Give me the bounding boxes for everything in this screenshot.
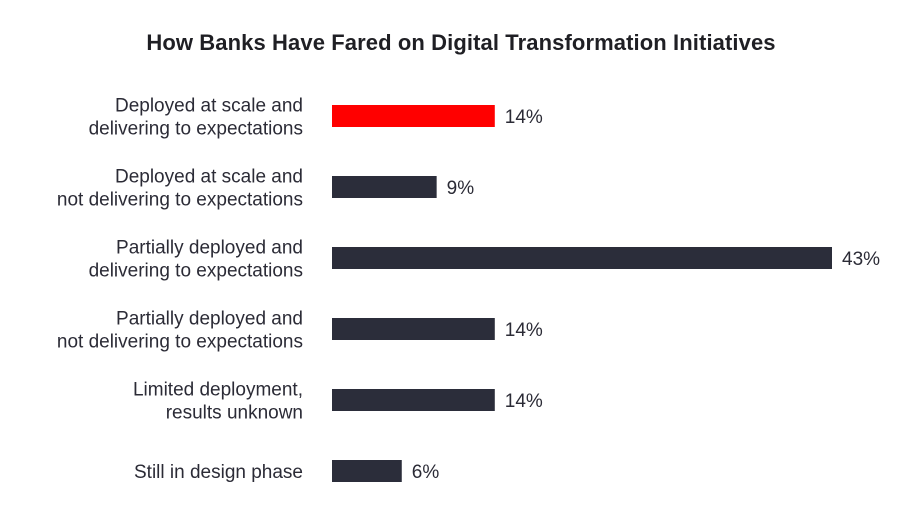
category-label-2-line-1: Deployed at scale and: [115, 167, 303, 188]
value-label-5: 14%: [505, 391, 543, 412]
category-label-4-line-2: not delivering to expectations: [57, 332, 303, 353]
category-label-3-line-2: delivering to expectations: [89, 261, 303, 282]
bar-2: [332, 176, 437, 198]
bar-5: [332, 389, 495, 411]
category-label-2-line-2: not delivering to expectations: [57, 190, 303, 211]
value-label-4: 14%: [505, 320, 543, 341]
bar-4: [332, 318, 495, 340]
category-label-3-line-1: Partially deployed and: [116, 238, 303, 259]
chart-title: How Banks Have Fared on Digital Transfor…: [146, 30, 776, 55]
bar-6: [332, 460, 402, 482]
bar-3: [332, 247, 832, 269]
category-label-5-line-2: results unknown: [166, 403, 303, 424]
category-label-4-line-1: Partially deployed and: [116, 309, 303, 330]
category-label-1-line-2: delivering to expectations: [89, 119, 303, 140]
category-label-1-line-1: Deployed at scale and: [115, 96, 303, 117]
category-label-6-line-1: Still in design phase: [134, 462, 303, 483]
value-label-2: 9%: [447, 178, 475, 199]
value-label-6: 6%: [412, 462, 440, 483]
bar-1: [332, 105, 495, 127]
value-label-3: 43%: [842, 249, 880, 270]
category-label-5-line-1: Limited deployment,: [133, 380, 303, 401]
value-label-1: 14%: [505, 107, 543, 128]
